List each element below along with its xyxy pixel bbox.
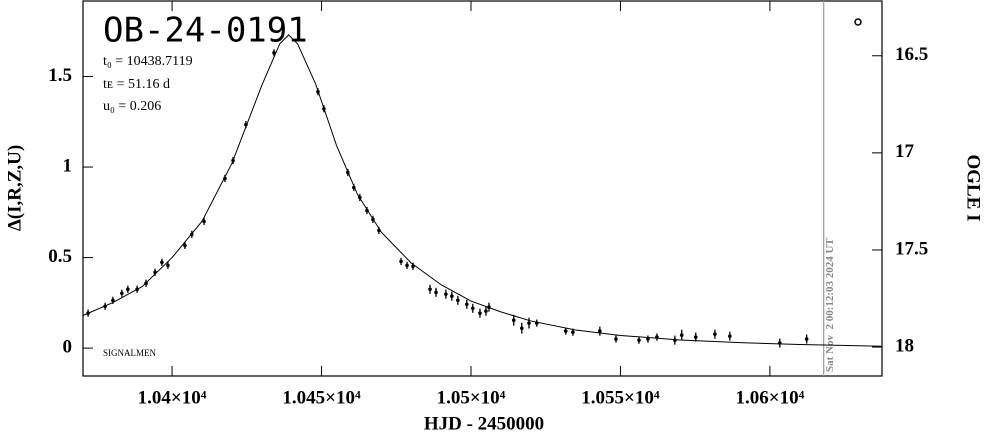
data-point [399, 259, 403, 264]
x-tick-label: 1.045×10⁴ [282, 387, 361, 408]
y2-tick-label: 18 [895, 335, 914, 356]
data-point [434, 290, 438, 295]
data-point [166, 263, 170, 268]
plot-frame [82, 0, 883, 377]
data-point [352, 185, 356, 190]
data-point [693, 335, 698, 339]
data-point [484, 309, 488, 313]
timestamp: Sat Nov 2 00:12:03 2024 UT [824, 238, 836, 372]
data-point [144, 281, 148, 286]
data-point [111, 298, 115, 303]
x-tick-label: 1.04×10⁴ [138, 387, 207, 408]
data-point [520, 326, 524, 330]
model-curve [82, 34, 883, 347]
data-point [120, 291, 124, 296]
data-point [673, 338, 677, 342]
data-point [511, 318, 516, 323]
data-point [655, 335, 659, 339]
data-point [365, 208, 369, 213]
y2-tick-label: 16.5 [895, 44, 928, 65]
data-point [202, 219, 206, 224]
data-point [728, 334, 732, 338]
y2-tick-label: 17.5 [895, 238, 928, 259]
data-point [103, 304, 107, 309]
annotation: t₀ = 10438.7119 [103, 54, 193, 69]
data-point [478, 311, 482, 315]
data-point [679, 333, 684, 337]
data-point [637, 338, 641, 342]
data-point [223, 176, 227, 181]
data-point [487, 305, 491, 309]
data-point [357, 195, 362, 200]
data-point [411, 264, 415, 269]
data-point [646, 337, 650, 341]
data-point [316, 89, 320, 94]
chart-title: OB-24-0191 [103, 11, 308, 51]
data-point [153, 270, 157, 275]
data-point [244, 122, 248, 127]
y-tick-label: 1.5 [48, 65, 72, 86]
data-point [135, 287, 139, 292]
x-tick-label: 1.06×10⁴ [736, 387, 805, 408]
corner-symbol [854, 18, 862, 26]
data-point [428, 287, 432, 292]
data-point [713, 332, 717, 336]
data-point [804, 337, 809, 341]
data-point [371, 217, 375, 222]
data-point [377, 228, 381, 233]
data-point [470, 306, 475, 311]
data-point [272, 50, 276, 55]
data-point [777, 341, 782, 345]
data-point [86, 311, 90, 315]
y-tick-label: 1 [63, 155, 73, 176]
y-tick-label: 0 [63, 336, 73, 357]
data-point [614, 337, 618, 341]
annotation: u₀ = 0.206 [103, 99, 161, 114]
annotation: SIGNALMEN [103, 348, 156, 358]
data-point [527, 321, 531, 325]
x-tick-label: 1.05×10⁴ [437, 387, 506, 408]
data-point [450, 294, 454, 298]
y-axis-label: Δ(I,R,Z,U) [4, 145, 25, 231]
data-point [190, 232, 194, 237]
data-point [534, 321, 539, 325]
data-point [598, 329, 602, 333]
data-point [346, 170, 350, 175]
data-point [444, 292, 448, 296]
y2-axis-label: OGLE I [963, 154, 984, 221]
data-point [231, 158, 235, 163]
y2-tick-label: 17 [895, 141, 915, 162]
data-point [563, 329, 568, 333]
data-point [571, 330, 575, 334]
data-point [405, 263, 409, 268]
data-point [456, 298, 460, 303]
annotation: tᴇ = 51.16 d [103, 77, 170, 92]
data-point [465, 302, 469, 307]
data-point [183, 243, 187, 248]
x-tick-label: 1.055×10⁴ [581, 387, 660, 408]
x-axis-label: HJD - 2450000 [424, 413, 544, 434]
data-point [160, 260, 164, 265]
y-tick-label: 0.5 [48, 246, 72, 267]
data-point [126, 287, 130, 292]
data-point [322, 106, 326, 111]
